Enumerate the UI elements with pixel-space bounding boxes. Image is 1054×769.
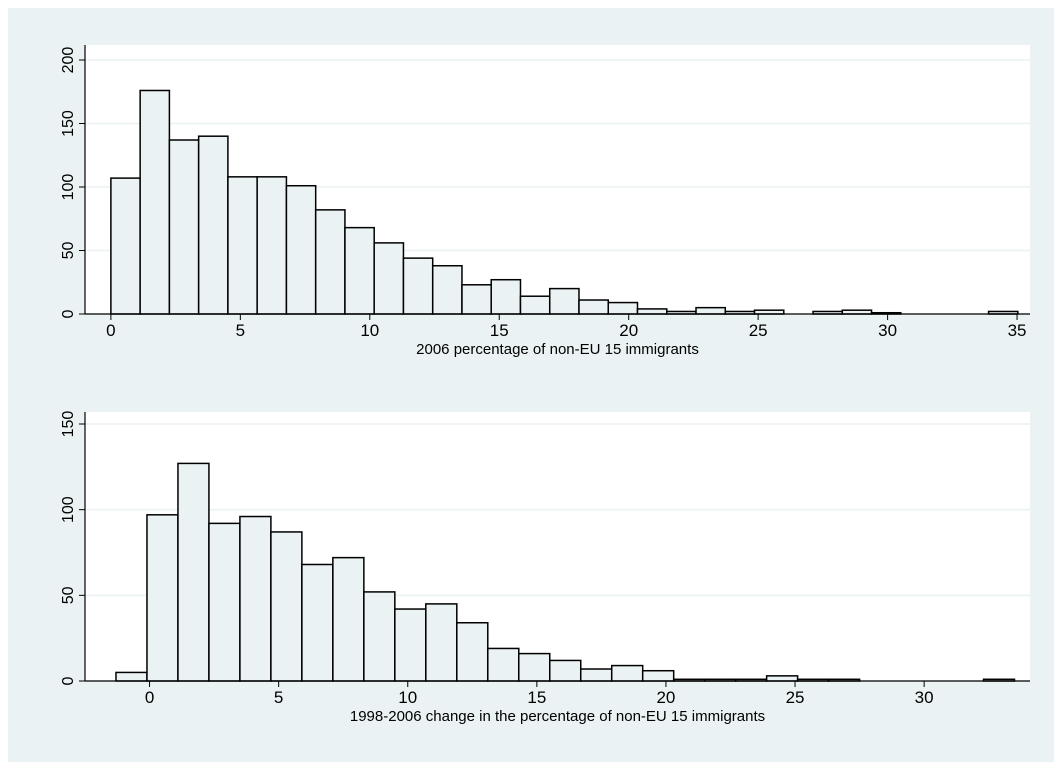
y-tick-label: 50 [60,242,77,260]
x-tick-label: 20 [619,321,638,340]
x-tick-label: 35 [1008,321,1027,340]
bar [695,306,727,315]
bar [518,652,551,682]
bar [578,299,609,315]
x-tick-label: 0 [106,321,115,340]
bar [636,308,668,315]
bar [239,515,272,682]
x-tick-label: 10 [360,321,379,340]
x-tick-label: 30 [878,321,897,340]
bar [168,139,200,315]
bar [301,563,334,682]
bar [425,603,458,682]
bar [548,287,580,315]
bar [314,209,346,315]
bar [115,671,148,682]
x-tick-label: 0 [145,688,154,707]
bar [177,462,210,682]
y-tick-label: 150 [60,411,77,438]
x-tick-label: 15 [490,321,509,340]
x-tick-label: 25 [786,688,805,707]
y-tick-label: 100 [60,496,77,523]
bar [363,591,396,682]
bar [227,176,258,315]
y-tick-label: 200 [60,47,77,74]
bar [270,531,303,682]
x-tick-label: 5 [236,321,245,340]
x-tick-label: 30 [915,688,934,707]
bar [487,647,520,682]
y-tick-label: 150 [60,110,77,137]
bar [394,608,427,682]
bar [139,89,171,315]
bar [344,226,375,315]
x-axis-title: 1998-2006 change in the percentage of no… [350,708,765,725]
x-tick-label: 15 [527,688,546,707]
bar [519,295,551,315]
x-tick-label: 20 [656,688,675,707]
bar [402,257,434,315]
bar [208,522,241,682]
bar [490,278,522,315]
bar [197,135,229,315]
bar [641,669,675,682]
bar [110,177,141,315]
bar [285,184,317,315]
bar [456,621,489,682]
y-tick-label: 0 [60,309,77,318]
bar [549,659,582,682]
x-tick-label: 5 [274,688,283,707]
y-tick-label: 0 [60,676,77,685]
bar [765,675,799,682]
x-axis-title: 2006 percentage of non-EU 15 immigrants [416,341,699,358]
bar [373,242,405,315]
y-tick-label: 100 [60,174,77,201]
y-tick-label: 50 [60,586,77,604]
bar [610,664,644,682]
bar [146,514,179,682]
bar [579,668,613,682]
bar [431,264,463,315]
bar [607,301,639,315]
x-tick-label: 10 [398,688,417,707]
bar [332,556,365,682]
bar [461,284,492,315]
x-tick-label: 25 [749,321,768,340]
bar [256,176,288,315]
